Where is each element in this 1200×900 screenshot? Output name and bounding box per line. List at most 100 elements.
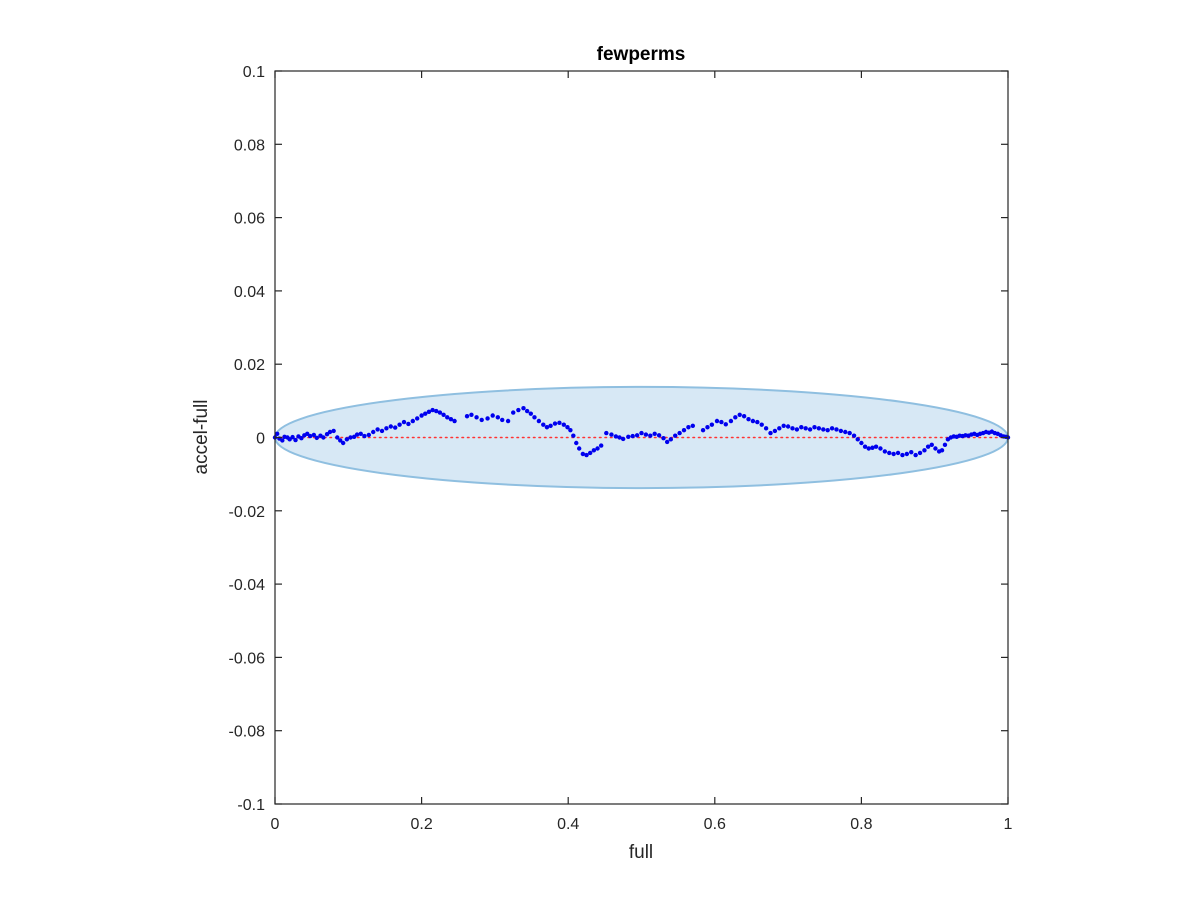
data-point: [785, 424, 791, 429]
data-point: [723, 422, 728, 427]
points-layer: [272, 405, 1011, 458]
data-point: [834, 427, 839, 432]
data-point: [375, 427, 380, 432]
data-point: [737, 412, 742, 417]
data-point: [307, 433, 313, 439]
data-point: [661, 436, 666, 441]
data-point: [741, 414, 747, 419]
data-point: [495, 415, 501, 420]
data-point: [371, 429, 376, 435]
data-point: [595, 446, 600, 451]
data-point: [843, 429, 848, 435]
data-point: [511, 410, 516, 415]
data-point: [838, 428, 844, 434]
data-point: [354, 432, 360, 437]
data-point: [445, 415, 450, 420]
data-point: [388, 424, 394, 429]
data-point: [925, 444, 931, 449]
data-point: [882, 449, 888, 454]
data-point: [410, 418, 416, 424]
data-point: [777, 426, 782, 431]
y-tick-label: -0.06: [229, 650, 266, 667]
data-point: [557, 420, 562, 426]
data-point: [552, 421, 558, 426]
data-point: [733, 415, 738, 420]
data-point: [763, 426, 769, 431]
data-point: [580, 451, 586, 457]
data-point: [528, 411, 534, 416]
data-point: [929, 442, 934, 448]
data-point: [516, 407, 521, 413]
data-point: [448, 416, 454, 422]
data-point: [598, 443, 604, 448]
data-point: [859, 440, 864, 446]
data-point: [426, 409, 432, 415]
data-point: [620, 436, 626, 442]
data-point: [686, 425, 691, 430]
data-point: [311, 432, 317, 438]
data-point: [709, 422, 715, 427]
data-point: [900, 452, 905, 458]
data-point: [419, 413, 424, 418]
data-point: [544, 425, 550, 430]
data-point: [609, 432, 614, 437]
data-point: [479, 417, 484, 423]
data-point: [548, 423, 553, 428]
data-point: [280, 438, 285, 443]
x-tick-label: 0.8: [850, 816, 872, 833]
data-point: [464, 414, 470, 419]
data-point: [290, 434, 295, 440]
data-point: [829, 426, 835, 431]
data-point: [821, 427, 826, 432]
data-point: [799, 425, 804, 430]
y-tick-label: -0.02: [229, 504, 266, 521]
data-point: [634, 433, 640, 438]
data-point: [469, 412, 474, 417]
data-point: [825, 427, 830, 433]
data-point: [895, 450, 901, 456]
data-point: [452, 418, 457, 424]
y-tick-label: 0.02: [234, 357, 265, 374]
data-point: [847, 430, 852, 436]
data-point: [851, 433, 857, 438]
data-point: [561, 422, 567, 427]
data-point: [340, 440, 346, 446]
data-point: [327, 429, 333, 435]
data-point: [855, 437, 860, 442]
data-point: [397, 422, 402, 427]
data-point: [681, 427, 687, 433]
data-point: [807, 427, 813, 432]
y-tick-label: 0.06: [234, 211, 265, 228]
y-tick-label: -0.04: [229, 577, 266, 594]
data-point: [705, 425, 710, 430]
data-point: [335, 435, 340, 440]
y-tick-label: -0.08: [229, 724, 266, 741]
data-point: [379, 428, 385, 434]
data-point: [576, 446, 582, 451]
ticks-layer: 0 0.2 0.4 0.6 0.8 1 0.1 0.08 0.06 0.04 0.02 0 -0.02 -…: [229, 64, 1013, 833]
data-point: [591, 448, 597, 453]
x-tick-label: 1: [1004, 816, 1013, 833]
data-point: [604, 430, 609, 436]
data-point: [348, 435, 353, 440]
data-point: [816, 426, 822, 431]
data-point: [690, 423, 696, 428]
data-point: [677, 430, 682, 436]
data-point: [942, 442, 948, 448]
data-point: [812, 425, 817, 430]
y-tick-label: 0: [256, 431, 265, 448]
data-point: [668, 437, 674, 442]
data-point: [909, 449, 914, 455]
data-point: [639, 430, 644, 436]
data-point: [873, 444, 879, 449]
data-point: [441, 412, 446, 417]
data-point: [358, 431, 363, 437]
data-point: [321, 435, 326, 440]
data-point: [664, 439, 670, 445]
data-point: [299, 436, 304, 441]
data-point: [781, 423, 786, 428]
data-point: [878, 446, 883, 451]
data-point: [939, 448, 945, 453]
data-point: [922, 448, 927, 453]
